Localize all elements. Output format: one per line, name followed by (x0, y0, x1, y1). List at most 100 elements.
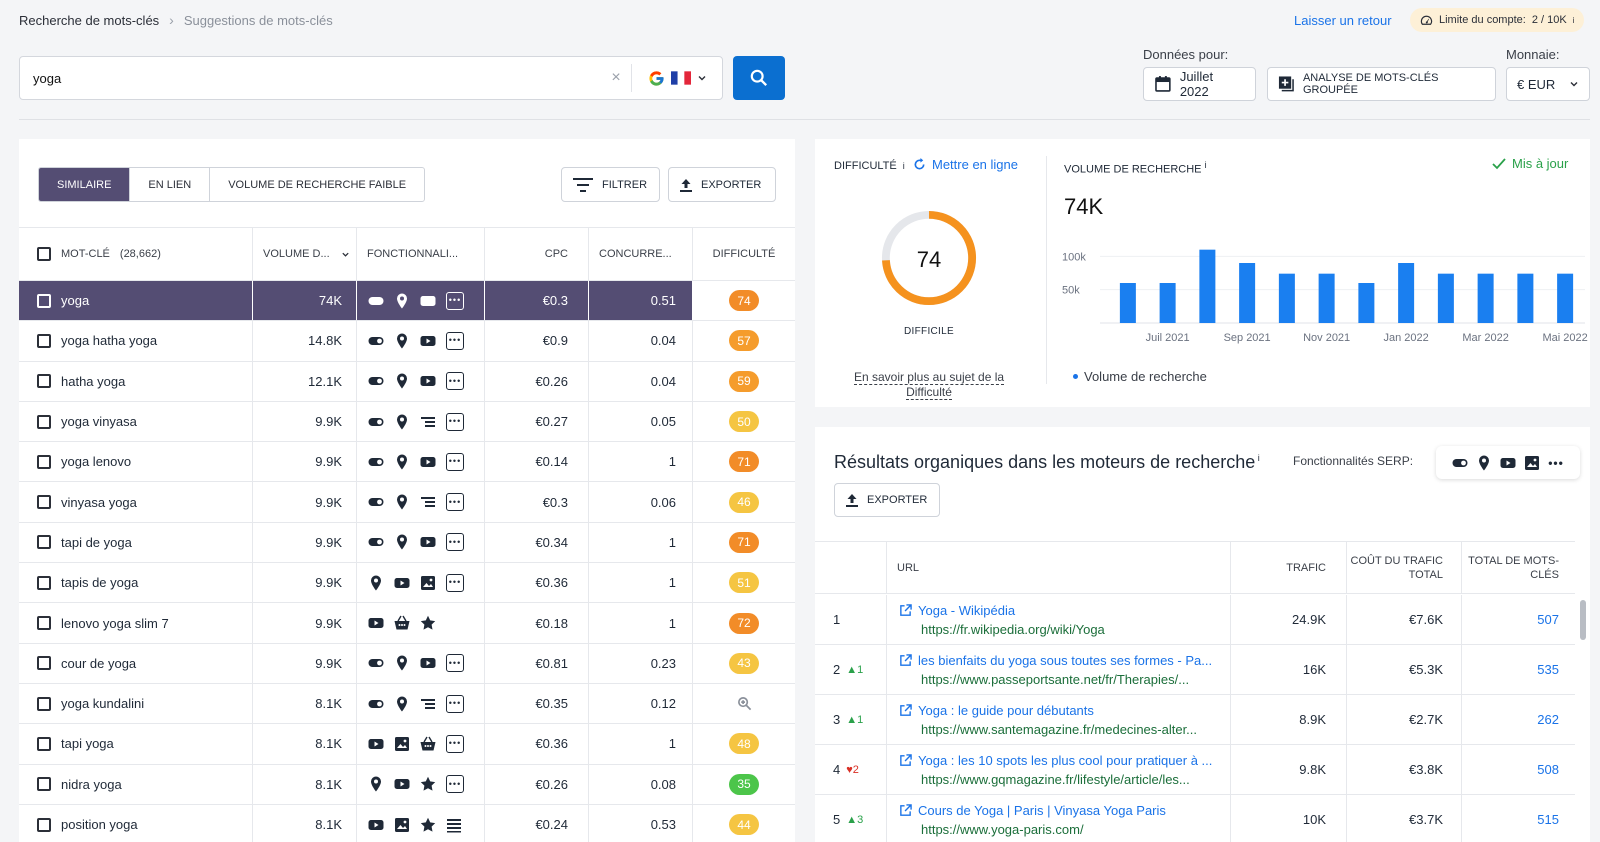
more-features-icon[interactable]: ••• (446, 654, 464, 673)
result-title-link[interactable]: Yoga - Wikipédia (899, 603, 1225, 618)
search-input[interactable]: yoga (33, 70, 62, 86)
more-icon[interactable]: ••• (1548, 455, 1564, 470)
row-checkbox[interactable] (37, 575, 51, 590)
row-checkbox[interactable] (37, 495, 51, 510)
result-title-link[interactable]: les bienfaits du yoga sous toutes ses fo… (899, 653, 1225, 668)
filter-button[interactable]: FILTRER (561, 167, 660, 202)
features-column-header[interactable]: FONCTIONNALI... (357, 228, 485, 280)
organic-result-row[interactable]: 3 ▲1 Yoga : le guide pour débutants https:/… (815, 695, 1575, 745)
more-features-icon[interactable]: ••• (446, 412, 464, 431)
result-title-link[interactable]: Yoga : le guide pour débutants (899, 703, 1225, 718)
row-checkbox[interactable] (37, 333, 51, 348)
learn-more-difficulty-link[interactable]: En savoir plus au sujet de la Difficulté (848, 370, 1010, 400)
row-checkbox[interactable] (37, 696, 51, 711)
clear-icon[interactable]: × (611, 69, 621, 86)
keyword-text[interactable]: nidra yoga (61, 776, 122, 792)
bulk-analysis-button[interactable]: ANALYSE DE MOTS-CLÉS GROUPÉE (1267, 67, 1496, 101)
table-row[interactable]: yoga lenovo 9.9K ••• €0.14 1 71 (19, 442, 795, 483)
currency-select[interactable]: € EUR (1506, 67, 1590, 101)
breadcrumb-root[interactable]: Recherche de mots-clés (19, 12, 160, 28)
difficulty-column-header[interactable]: DIFFICULTÉ (712, 248, 776, 260)
keyword-text[interactable]: yoga hatha yoga (61, 333, 158, 349)
zoom-in-icon[interactable] (737, 696, 752, 711)
table-row[interactable]: tapi de yoga 9.9K ••• €0.34 1 71 (19, 522, 795, 564)
table-row[interactable]: yoga vinyasa 9.9K ••• €0.27 0.05 50 (19, 401, 795, 443)
info-icon[interactable]: i (902, 161, 905, 171)
result-title-link[interactable]: Cours de Yoga | Paris | Vinyasa Yoga Par… (899, 803, 1225, 818)
info-icon[interactable]: i (1572, 15, 1575, 25)
row-checkbox[interactable] (37, 293, 51, 308)
more-features-icon[interactable]: ••• (446, 573, 464, 592)
row-checkbox[interactable] (37, 414, 51, 429)
result-url[interactable]: https://www.gqmagazine.fr/lifestyle/arti… (921, 771, 1190, 787)
organic-result-row[interactable]: 4 ♥2 Yoga : les 10 spots les plus cool pou… (815, 745, 1575, 795)
traffic-cost-column-header[interactable]: COÛT DU TRAFIC TOTAL (1347, 542, 1462, 593)
total-keywords-cell[interactable]: 507 (1537, 611, 1559, 627)
keyword-text[interactable]: yoga (61, 293, 90, 309)
volume-column-header[interactable]: VOLUME D... (253, 228, 357, 280)
tab-similar[interactable]: SIMILAIRE (39, 168, 130, 201)
keyword-text[interactable]: tapi yoga (61, 736, 114, 752)
search-engine-select[interactable] (632, 70, 722, 87)
row-checkbox[interactable] (37, 535, 51, 550)
total-keywords-column-header[interactable]: TOTAL DE MOTS-CLÉS (1468, 554, 1559, 581)
date-picker-button[interactable]: Juillet 2022 (1143, 67, 1256, 101)
more-features-icon[interactable]: ••• (446, 331, 464, 350)
table-row[interactable]: nidra yoga 8.1K ••• €0.26 0.08 35 (19, 764, 795, 805)
organic-result-row[interactable]: 1 Yoga - Wikipédia https://fr.wikipedia.or… (815, 595, 1575, 645)
organic-result-row[interactable]: 5 ▲3 Cours de Yoga | Paris | Vinyasa Yoga … (815, 795, 1575, 842)
total-keywords-cell[interactable]: 515 (1537, 811, 1559, 827)
table-row[interactable]: yoga 74K ••• €0.3 0.51 74 (19, 281, 795, 322)
total-keywords-cell[interactable]: 262 (1537, 711, 1559, 727)
row-checkbox[interactable] (37, 616, 51, 631)
update-difficulty-button[interactable]: Mettre en ligne (913, 157, 1018, 172)
more-features-icon[interactable]: ••• (446, 734, 464, 753)
keyword-text[interactable]: yoga vinyasa (61, 414, 137, 430)
total-keywords-cell[interactable]: 508 (1537, 761, 1559, 777)
keyword-text[interactable]: tapi de yoga (61, 534, 132, 550)
keyword-text[interactable]: vinyasa yoga (61, 494, 137, 510)
export-button[interactable]: EXPORTER (668, 167, 776, 202)
result-url[interactable]: https://fr.wikipedia.org/wiki/Yoga (921, 621, 1105, 637)
more-features-icon[interactable]: ••• (446, 493, 464, 512)
tab-low-volume[interactable]: VOLUME DE RECHERCHE FAIBLE (209, 168, 424, 201)
row-checkbox[interactable] (37, 777, 51, 792)
keyword-column-header[interactable]: MOT-CLÉ (28,662) (19, 228, 253, 280)
search-button[interactable] (733, 56, 785, 100)
result-url[interactable]: https://www.passeportsante.net/fr/Therap… (921, 671, 1190, 687)
traffic-column-header[interactable]: TRAFIC (1231, 542, 1347, 593)
row-checkbox[interactable] (37, 454, 51, 469)
table-row[interactable]: hatha yoga 12.1K ••• €0.26 0.04 59 (19, 361, 795, 402)
table-row[interactable]: yoga kundalini 8.1K ••• €0.35 0.12 (19, 683, 795, 725)
feedback-link[interactable]: Laisser un retour (1294, 13, 1392, 28)
organic-result-row[interactable]: 2 ▲1 les bienfaits du yoga sous toutes ses… (815, 645, 1575, 695)
url-column-header[interactable]: URL (887, 542, 1231, 593)
keyword-text[interactable]: yoga lenovo (61, 454, 132, 470)
cpc-column-header[interactable]: CPC (485, 228, 589, 280)
scrollbar-thumb[interactable] (1580, 600, 1586, 640)
row-checkbox[interactable] (37, 736, 51, 751)
table-row[interactable]: lenovo yoga slim 7 9.9K €0.18 1 72 (19, 603, 795, 644)
more-features-icon[interactable]: ••• (446, 533, 464, 552)
row-checkbox[interactable] (37, 817, 51, 832)
select-all-checkbox[interactable] (37, 247, 51, 261)
keyword-text[interactable]: cour de yoga (61, 655, 137, 671)
result-url[interactable]: https://www.yoga-paris.com/ (921, 821, 1084, 837)
keyword-text[interactable]: lenovo yoga slim 7 (61, 615, 169, 631)
keyword-text[interactable]: yoga kundalini (61, 696, 145, 712)
table-row[interactable]: cour de yoga 9.9K ••• €0.81 0.23 43 (19, 643, 795, 684)
keyword-text[interactable]: position yoga (61, 817, 138, 832)
more-features-icon[interactable]: ••• (446, 694, 464, 713)
row-checkbox[interactable] (37, 374, 51, 389)
info-icon[interactable]: i (1255, 453, 1260, 463)
table-row[interactable]: tapis de yoga 9.9K ••• €0.36 1 51 (19, 563, 795, 604)
row-checkbox[interactable] (37, 656, 51, 671)
total-keywords-cell[interactable]: 535 (1537, 661, 1559, 677)
info-icon[interactable]: i (1204, 160, 1207, 170)
result-title-link[interactable]: Yoga : les 10 spots les plus cool pour p… (899, 753, 1225, 768)
more-features-icon[interactable]: ••• (446, 291, 464, 310)
more-features-icon[interactable]: ••• (446, 452, 464, 471)
keyword-text[interactable]: tapis de yoga (61, 575, 139, 591)
organic-export-button[interactable]: EXPORTER (834, 483, 940, 517)
result-url[interactable]: https://www.santemagazine.fr/medecines-a… (921, 721, 1198, 737)
